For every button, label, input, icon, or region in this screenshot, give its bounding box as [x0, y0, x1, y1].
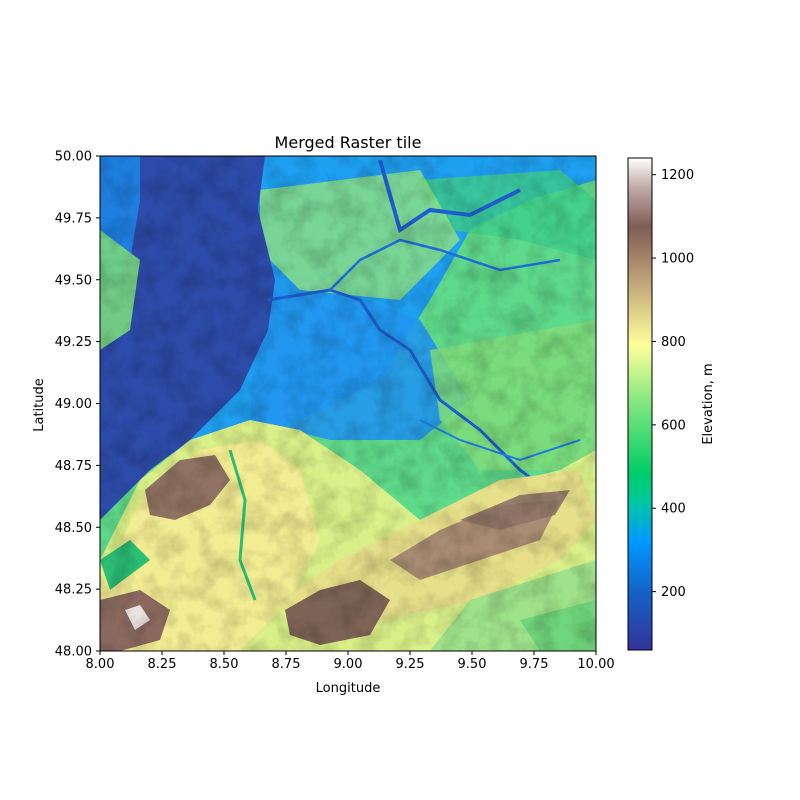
x-tick-label: 8.50: [210, 657, 239, 672]
x-tick-label: 9.75: [520, 657, 549, 672]
x-tick-label: 9.25: [396, 657, 425, 672]
colorbar-tick-label: 400: [661, 502, 686, 517]
x-tick-label: 8.75: [272, 657, 301, 672]
colorbar-gradient: [627, 157, 653, 651]
elevation-raster: [100, 156, 596, 651]
chart-title: Merged Raster tile: [275, 133, 422, 152]
y-tick-label: 48.25: [55, 583, 92, 598]
y-tick-label: 49.50: [55, 273, 92, 288]
x-tick-label: 8.25: [148, 657, 177, 672]
y-tick-label: 48.00: [55, 645, 92, 660]
colorbar-ticks: 200 400 600 800 1000 1200: [652, 168, 694, 600]
colorbar-tick-label: 600: [661, 418, 686, 433]
y-tick-label: 50.00: [55, 150, 92, 165]
y-tick-label: 49.25: [55, 335, 92, 350]
x-tick-label: 9.50: [458, 657, 487, 672]
colorbar-label: Elevation, m: [701, 363, 716, 444]
y-tick-label: 48.75: [55, 459, 92, 474]
y-axis-label: Latitude: [32, 378, 47, 432]
colorbar-tick-label: 1000: [661, 252, 694, 267]
colorbar-tick-label: 1200: [661, 168, 694, 183]
y-tick-label: 49.75: [55, 211, 92, 226]
x-axis-ticks: 8.00 8.25 8.50 8.75 9.00 9.25 9.50 9.75 10.00: [86, 651, 615, 672]
x-tick-label: 10.00: [577, 657, 614, 672]
y-tick-label: 49.00: [55, 397, 92, 412]
y-axis-ticks: 48.00 48.25 48.50 48.75 49.00 49.25 49.50 49.75…: [55, 150, 100, 660]
x-tick-label: 9.00: [334, 657, 363, 672]
x-axis-label: Longitude: [316, 681, 381, 696]
colorbar-tick-label: 200: [661, 585, 686, 600]
x-tick-label: 8.00: [86, 657, 115, 672]
colorbar: 200 400 600 800 1000 1200 Elevation, m: [627, 157, 716, 651]
colorbar-tick-label: 800: [661, 335, 686, 350]
y-tick-label: 48.50: [55, 521, 92, 536]
